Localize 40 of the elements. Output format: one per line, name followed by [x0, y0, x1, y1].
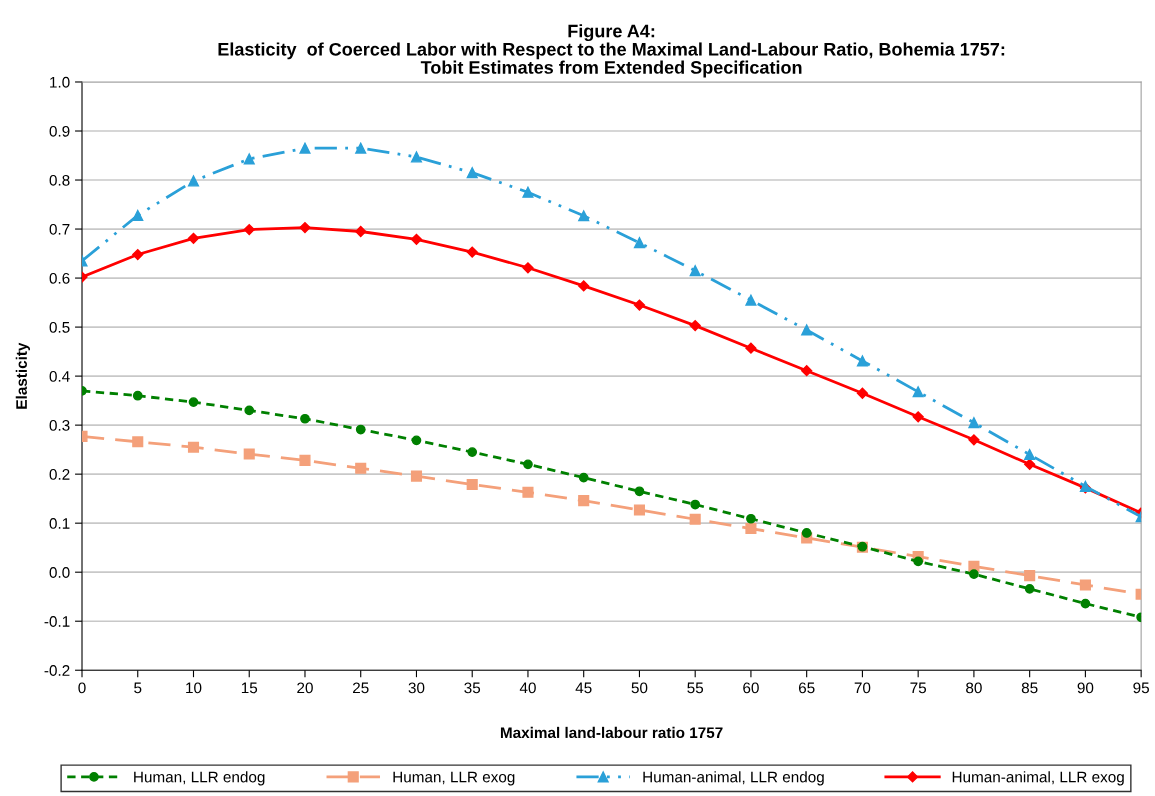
legend-label: Human, LLR exog: [393, 771, 515, 786]
legend-label: Human-animal, LLR exog: [952, 771, 1124, 786]
x-tick-label: 60: [743, 682, 759, 694]
y-tick-label: 0.0: [49, 567, 70, 578]
y-tick-label: 0.5: [49, 321, 70, 333]
y-tick-label: 0.6: [49, 272, 70, 284]
legend-label: Human, LLR endog: [134, 771, 265, 786]
x-tick-label: 30: [408, 682, 425, 694]
x-tick-label: 40: [519, 682, 536, 694]
x-tick-label: 15: [241, 682, 258, 694]
legend-label: Human-animal, LLR endog: [643, 771, 824, 786]
x-tick-label: 50: [631, 682, 648, 694]
x-tick-label: 35: [464, 682, 481, 694]
y-axis-title: Elasticity: [15, 342, 30, 409]
y-tick-label: 0.9: [49, 125, 70, 137]
x-tick-label: 20: [297, 682, 313, 694]
y-tick-label: 0.7: [49, 223, 70, 235]
x-tick-label: 0: [78, 682, 86, 694]
x-tick-label: 85: [1021, 682, 1038, 694]
x-tick-label: 65: [798, 682, 815, 694]
x-tick-label: 95: [1133, 682, 1149, 694]
x-axis-title: Maximal land-labour ratio 1757: [500, 726, 723, 739]
chart-title: Figure A4: Elasticity of Coerced Labor with Respect to the Maximal Land-Labour Ratio, Bohemia 1757: Tobit Estimates from Extended Specification: [218, 24, 1005, 78]
x-tick-label: 45: [575, 682, 592, 694]
y-tick-label: 0.8: [49, 174, 70, 186]
y-tick-label: 0.4: [49, 370, 70, 382]
y-tick-label: 1.0: [50, 76, 70, 88]
x-tick-label: 5: [134, 682, 142, 694]
y-tick-label: 0.2: [49, 469, 70, 480]
y-tick-label: -0.1: [44, 616, 70, 627]
x-tick-label: 80: [966, 682, 982, 694]
y-tick-label: 0.3: [49, 420, 70, 431]
y-tick-label: 0.1: [49, 518, 70, 529]
x-tick-label: 10: [186, 682, 202, 694]
x-tick-label: 70: [854, 682, 871, 694]
x-tick-label: 75: [910, 682, 927, 694]
x-tick-label: 55: [687, 682, 704, 694]
x-tick-label: 25: [353, 682, 369, 694]
x-tick-label: 90: [1077, 682, 1094, 694]
y-tick-label: -0.2: [44, 665, 70, 676]
